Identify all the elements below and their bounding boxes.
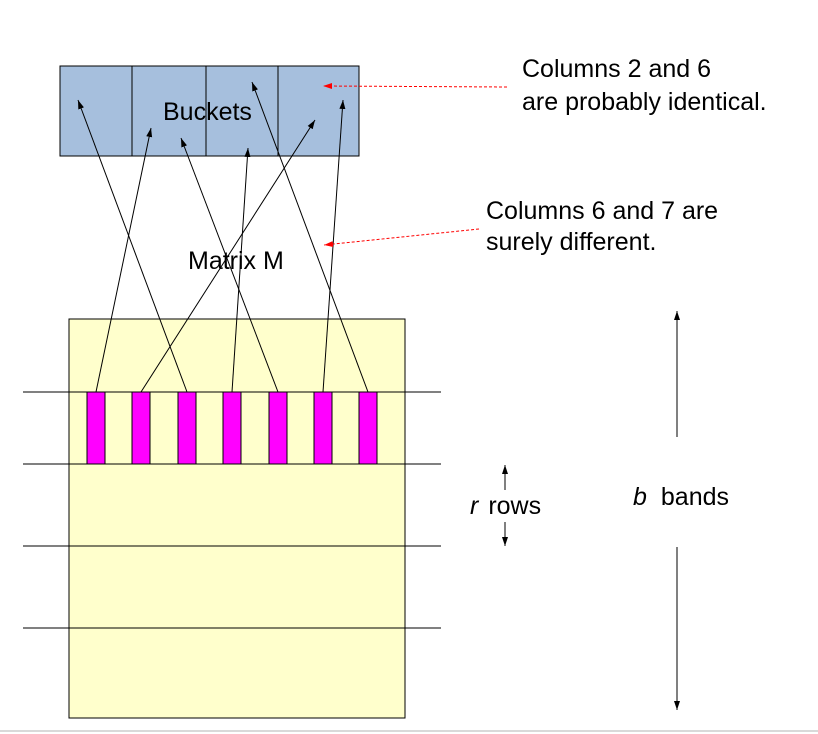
- bucket-4: [277, 65, 360, 157]
- r-symbol: r: [470, 492, 480, 520]
- bucket-3: [205, 65, 279, 157]
- note-identical-line2: are probably identical.: [522, 88, 767, 116]
- b-symbol: b: [633, 483, 647, 511]
- annotation-different: Columns 6 and 7 are surely different.: [323, 197, 718, 256]
- column-4: [222, 391, 242, 465]
- buckets-label: Buckets: [163, 98, 252, 126]
- hash-arrow-column-5: [180, 137, 279, 393]
- bucket-2: [131, 65, 207, 157]
- annotation-identical: Columns 2 and 6 are probably identical.: [322, 55, 767, 116]
- bands-indicator: b bands: [633, 311, 729, 710]
- hash-arrow-column-1: [95, 127, 153, 393]
- band-columns: [86, 391, 378, 465]
- column-6: [313, 391, 333, 465]
- column-3: [177, 391, 197, 465]
- note-identical-line1: Columns 2 and 6: [522, 55, 711, 83]
- hash-arrow-column-4: [231, 147, 251, 393]
- column-7: [358, 391, 378, 465]
- matrix-body: [68, 318, 406, 719]
- hash-arrows: [77, 81, 369, 393]
- note-different-line2: surely different.: [486, 228, 656, 256]
- hash-arrow-column-3: [77, 99, 188, 393]
- column-5: [268, 391, 288, 465]
- rows-indicator: r rows: [470, 465, 541, 546]
- buckets: Buckets: [59, 65, 360, 157]
- note-arrow-identical: [322, 83, 508, 90]
- bands-label: b bands: [633, 483, 729, 511]
- note-different-line1: Columns 6 and 7 are: [486, 197, 718, 225]
- bucket-1: [59, 65, 133, 157]
- rows-label: r rows: [470, 492, 541, 520]
- bands-word: bands: [661, 483, 729, 511]
- hash-arrow-column-7: [251, 81, 369, 393]
- column-2: [131, 391, 151, 465]
- column-1: [86, 391, 106, 465]
- rows-word: rows: [488, 492, 541, 520]
- matrix-label: Matrix M: [188, 247, 284, 275]
- note-arrow-different: [323, 228, 480, 248]
